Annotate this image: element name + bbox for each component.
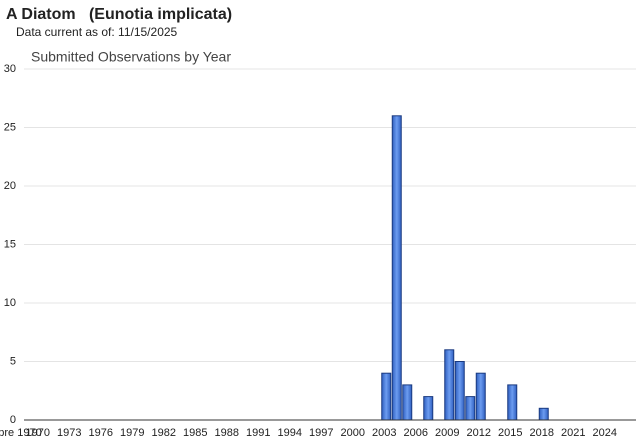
bar <box>507 384 518 421</box>
bar <box>475 372 486 421</box>
subtitle: Data current as of: 11/15/2025 <box>16 25 178 39</box>
x-tick-label: 2006 <box>404 427 428 439</box>
y-tick-label: 25 <box>4 121 16 133</box>
x-tick-label: 2024 <box>593 427 617 439</box>
x-tick-label: 2015 <box>498 427 522 439</box>
x-tick-label: 1976 <box>89 427 113 439</box>
x-tick-label: 1979 <box>120 427 144 439</box>
chart-title: Submitted Observations by Year <box>31 49 231 65</box>
x-tick-label: 2000 <box>341 427 365 439</box>
bar <box>444 349 455 421</box>
bar <box>402 384 413 421</box>
x-tick-label: 1988 <box>215 427 239 439</box>
x-tick-label: 1973 <box>57 427 81 439</box>
y-tick-label: 0 <box>10 414 16 426</box>
y-tick-label: 5 <box>10 355 16 367</box>
x-tick-label: 1985 <box>183 427 207 439</box>
page-title: A Diatom (Eunotia implicata) <box>6 6 232 23</box>
bar <box>381 372 392 421</box>
x-tick-label: 2012 <box>467 427 491 439</box>
x-tick-label: 1970 <box>26 427 50 439</box>
x-tick-label: 1994 <box>278 427 302 439</box>
x-tick-label: 2021 <box>561 427 585 439</box>
x-tick-label: 1982 <box>152 427 176 439</box>
bar <box>454 361 465 421</box>
y-tick-label: 10 <box>4 297 16 309</box>
x-tick-label: 2018 <box>530 427 554 439</box>
bar <box>538 407 549 421</box>
bar <box>423 396 434 421</box>
y-tick-label: 20 <box>4 180 16 192</box>
bar <box>465 396 476 421</box>
x-tick-label: 1991 <box>246 427 270 439</box>
x-tick-label: 1997 <box>309 427 333 439</box>
x-tick-label: 2003 <box>372 427 396 439</box>
y-tick-label: 15 <box>4 238 16 250</box>
bar <box>391 115 402 421</box>
x-tick-label: pre 1970 <box>0 427 42 439</box>
y-tick-label: 30 <box>4 63 16 75</box>
x-tick-label: 2009 <box>435 427 459 439</box>
